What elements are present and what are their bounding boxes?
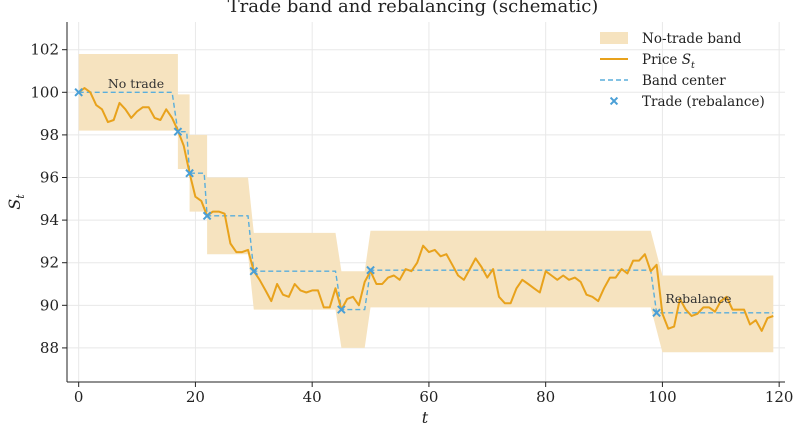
price-series (78, 87, 774, 332)
legend-item: Price St (600, 52, 695, 71)
y-tick-label: 90 (40, 296, 59, 314)
trade-marker (202, 211, 212, 221)
y-tick-label: 94 (40, 211, 59, 229)
trade-marker-stroke (337, 305, 346, 314)
legend-label: Band center (642, 73, 726, 89)
x-tick-label: 80 (536, 388, 555, 406)
x-tick-label: 0 (74, 388, 84, 406)
legend-item: Trade (rebalance) (609, 94, 765, 110)
x-tick-label: 20 (186, 388, 205, 406)
legend: No-trade band Price St Band center Trade (r… (600, 31, 765, 110)
trade-marker (249, 266, 259, 276)
trade-marker-stroke (249, 266, 259, 276)
trade-marker-stroke (74, 87, 83, 97)
x-tick-label: 60 (419, 388, 438, 406)
y-axis-label: St (5, 194, 27, 210)
legend-patch (600, 32, 628, 44)
y-tick-label: 100 (30, 83, 59, 101)
trade-marker-stroke (366, 265, 375, 275)
x-tick-label: 40 (303, 388, 322, 406)
legend-item: Band center (600, 73, 726, 89)
trade-marker-stroke (202, 211, 212, 221)
legend-item: No-trade band (600, 31, 742, 47)
legend-label: Price St (642, 52, 695, 71)
annotations: No trade Rebalance (108, 76, 732, 306)
y-tick-label: 102 (30, 41, 59, 59)
x-tick-label: 100 (648, 388, 677, 406)
trade-marker (337, 305, 346, 314)
trade-markers (74, 87, 661, 318)
trade-marker (173, 127, 183, 137)
chart-title: Trade band and rebalancing (schematic) (228, 0, 599, 17)
legend-marker (609, 96, 619, 106)
trade-marker (366, 265, 375, 275)
annotation: Rebalance (665, 291, 731, 306)
annotation: No trade (108, 76, 164, 91)
band-area (78, 54, 774, 353)
y-tick-label: 88 (40, 339, 59, 357)
trade-marker (185, 168, 194, 178)
y-tick-label: 98 (40, 126, 59, 144)
price-line (78, 87, 774, 332)
legend-label: Trade (rebalance) (642, 94, 765, 110)
trade-marker-stroke (652, 308, 661, 318)
y-tick-label: 96 (40, 169, 59, 187)
band-center-line (78, 91, 774, 314)
x-axis-label: t (422, 408, 429, 427)
trade-marker-stroke (173, 127, 183, 137)
band-center-series (78, 91, 774, 314)
y-tick-label: 92 (40, 254, 59, 272)
no-trade-band (78, 54, 774, 353)
axes: 0 20 40 60 80 100 120 88 90 92 94 96 98 100 102 (30, 22, 793, 406)
x-tick-label: 120 (765, 388, 794, 406)
trade-marker-stroke (185, 168, 194, 178)
trade-marker (74, 87, 83, 97)
legend-label: No-trade band (642, 31, 742, 47)
trade-marker (652, 308, 661, 318)
